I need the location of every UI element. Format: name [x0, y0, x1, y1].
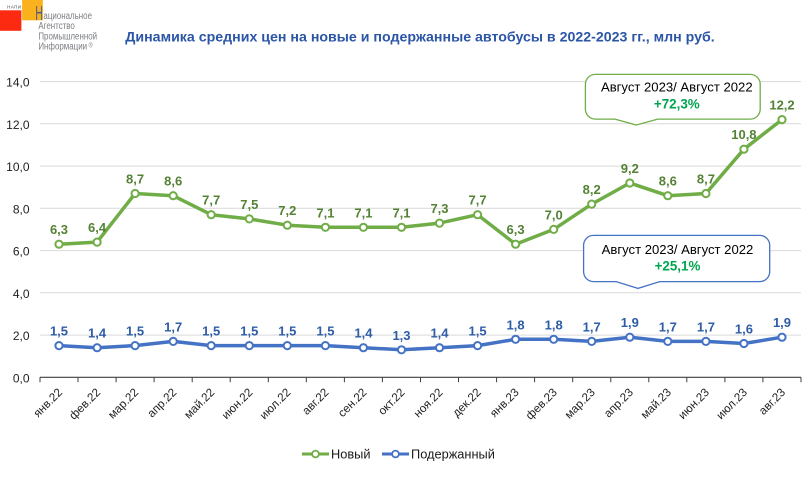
svg-text:Агентство: Агентство — [38, 20, 75, 31]
svg-text:Динамика средних цен на новые: Динамика средних цен на новые и подержан… — [125, 29, 714, 45]
svg-text:+72,3%: +72,3% — [654, 96, 700, 111]
svg-text:10,8: 10,8 — [731, 127, 756, 142]
svg-text:Август 2023/ Август 2022: Август 2023/ Август 2022 — [601, 80, 753, 95]
svg-text:1,3: 1,3 — [392, 328, 410, 343]
svg-text:Подержанный: Подержанный — [411, 446, 495, 461]
svg-text:1,7: 1,7 — [583, 319, 601, 334]
svg-text:1,4: 1,4 — [88, 326, 107, 341]
svg-text:1,5: 1,5 — [50, 324, 68, 339]
svg-text:НАПИ: НАПИ — [7, 5, 21, 10]
svg-text:ациональное: ациональное — [43, 10, 92, 21]
svg-text:7,2: 7,2 — [278, 203, 296, 218]
svg-text:7,0: 7,0 — [545, 207, 563, 222]
svg-text:Промышленной: Промышленной — [38, 30, 97, 41]
svg-text:7,3: 7,3 — [430, 201, 448, 216]
svg-text:8,2: 8,2 — [583, 182, 601, 197]
svg-text:Информации ®: Информации ® — [38, 40, 93, 51]
svg-text:1,7: 1,7 — [164, 319, 182, 334]
svg-text:0,0: 0,0 — [13, 371, 30, 385]
svg-text:1,8: 1,8 — [507, 317, 525, 332]
svg-text:7,1: 7,1 — [392, 205, 410, 220]
svg-text:1,5: 1,5 — [202, 324, 220, 339]
svg-text:Н: Н — [35, 2, 43, 25]
svg-text:1,9: 1,9 — [773, 315, 791, 330]
svg-text:8,7: 8,7 — [126, 172, 144, 187]
svg-text:2,0: 2,0 — [13, 329, 30, 343]
svg-text:Новый: Новый — [331, 446, 371, 461]
svg-text:8,0: 8,0 — [13, 202, 30, 216]
svg-text:7,1: 7,1 — [316, 205, 334, 220]
svg-text:1,5: 1,5 — [240, 324, 258, 339]
svg-text:1,7: 1,7 — [697, 319, 715, 334]
svg-text:12,2: 12,2 — [769, 98, 794, 113]
svg-text:7,7: 7,7 — [202, 193, 220, 208]
svg-text:1,5: 1,5 — [278, 324, 296, 339]
svg-text:1,5: 1,5 — [126, 324, 144, 339]
svg-text:1,8: 1,8 — [545, 317, 563, 332]
svg-text:4,0: 4,0 — [13, 287, 30, 301]
svg-text:8,6: 8,6 — [659, 174, 677, 189]
svg-text:8,7: 8,7 — [697, 172, 715, 187]
svg-text:6,4: 6,4 — [88, 220, 107, 235]
svg-text:1,5: 1,5 — [316, 324, 334, 339]
svg-text:1,4: 1,4 — [430, 326, 449, 341]
svg-text:12,0: 12,0 — [6, 118, 30, 132]
svg-text:7,7: 7,7 — [469, 193, 487, 208]
svg-text:Август 2023/ Август 2022: Август 2023/ Август 2022 — [602, 242, 754, 257]
svg-text:6,3: 6,3 — [50, 222, 68, 237]
svg-text:7,1: 7,1 — [354, 205, 372, 220]
svg-text:1,4: 1,4 — [354, 326, 373, 341]
svg-text:9,2: 9,2 — [621, 161, 639, 176]
svg-text:+25,1%: +25,1% — [655, 259, 701, 274]
svg-text:6,0: 6,0 — [13, 245, 30, 259]
svg-text:1,5: 1,5 — [469, 324, 487, 339]
svg-text:7,5: 7,5 — [240, 197, 258, 212]
svg-text:1,6: 1,6 — [735, 322, 753, 337]
svg-text:6,3: 6,3 — [507, 222, 525, 237]
svg-text:8,6: 8,6 — [164, 174, 182, 189]
svg-text:1,9: 1,9 — [621, 315, 639, 330]
svg-text:1,7: 1,7 — [659, 319, 677, 334]
svg-text:14,0: 14,0 — [6, 76, 30, 90]
svg-text:10,0: 10,0 — [6, 160, 30, 174]
